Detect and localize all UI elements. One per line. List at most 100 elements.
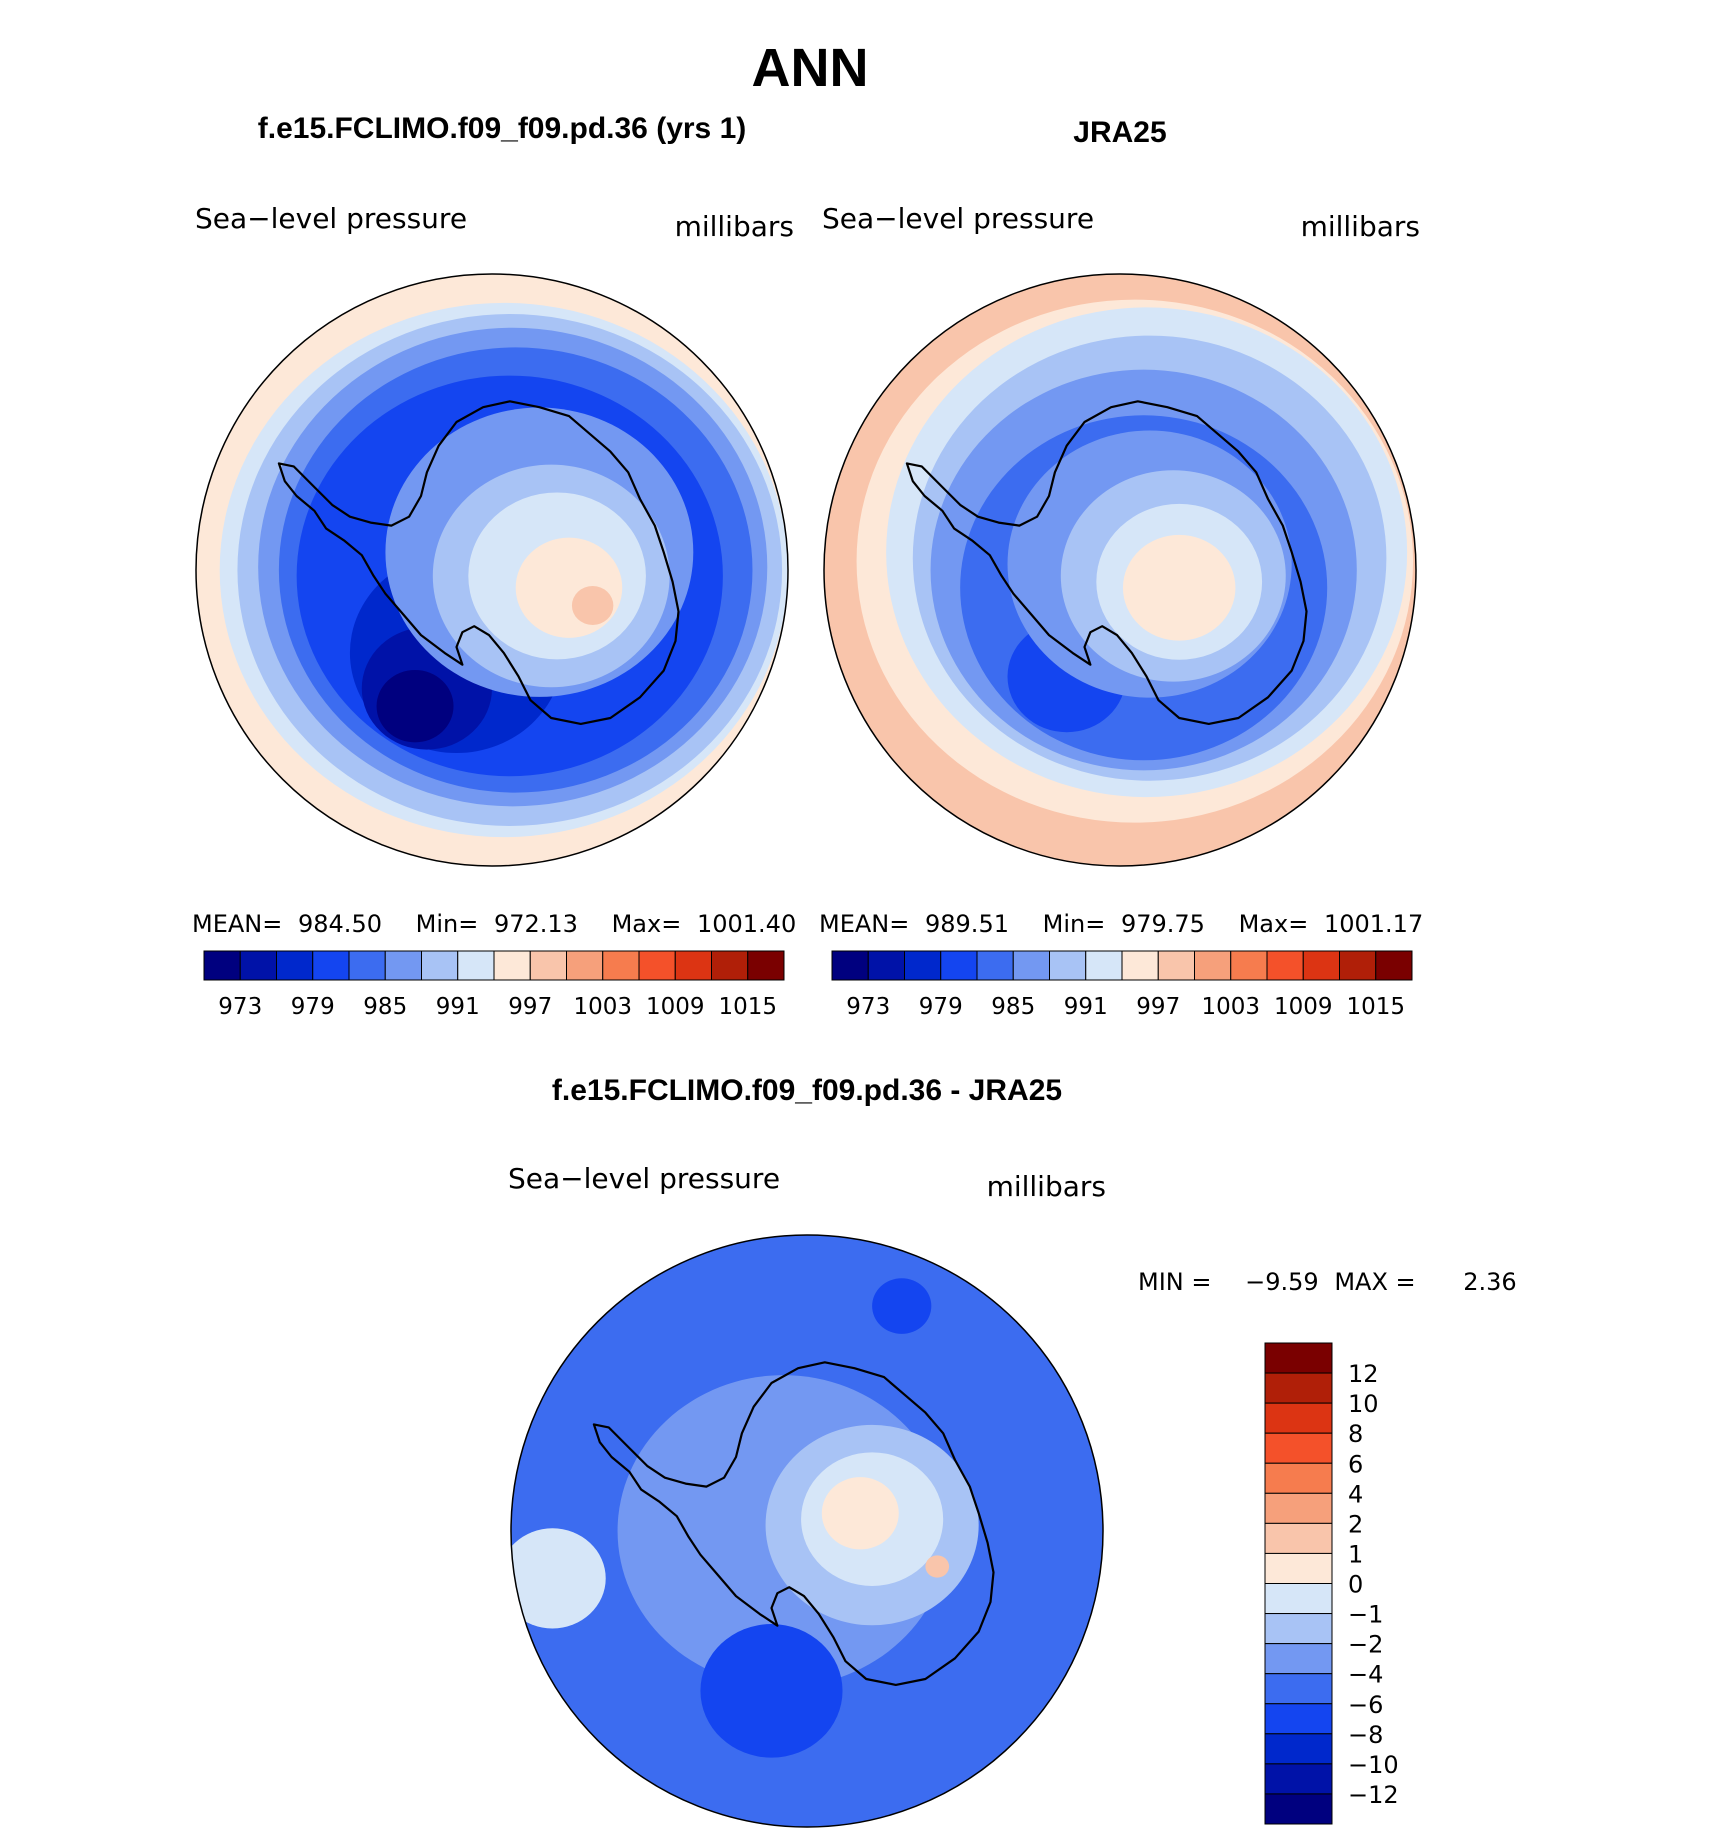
colorbar-box-diff-0: [1264, 1342, 1333, 1374]
stats-model: MEAN= 984.50 Min= 972.13 Max= 1001.40: [192, 910, 796, 938]
colorbar-box-diff-14: [1264, 1763, 1333, 1795]
colorbar-box-diff-3: [1264, 1432, 1333, 1464]
variable-label-model: Sea−level pressure: [195, 202, 467, 235]
units-label-model: millibars: [675, 210, 794, 243]
colorbar-tick-label-model-7: 1015: [718, 994, 777, 1020]
min-label-diff: MIN =: [1138, 1268, 1211, 1296]
min-value-diff: −9.59: [1245, 1268, 1319, 1296]
stats-diff: MIN = −9.59 MAX = 2.36: [1138, 1268, 1517, 1296]
colorbar-tick-label-diff-7: 0: [1348, 1571, 1363, 1599]
colorbar-box-obs-15: [1375, 950, 1413, 981]
colorbar-box-diff-15: [1264, 1793, 1333, 1825]
units-label-diff: millibars: [987, 1170, 1106, 1203]
colorbar-box-obs-11: [1230, 950, 1268, 981]
colorbar-box-obs-4: [976, 950, 1014, 981]
colorbar-box-obs-12: [1266, 950, 1304, 981]
colorbar-model: [203, 950, 785, 981]
coastline-model: [277, 400, 680, 726]
colorbar-tick-label-diff-2: 8: [1348, 1420, 1363, 1448]
colorbar-box-model-0: [203, 950, 241, 981]
panel-obs: JRA25 Sea−level pressure millibars MEAN=…: [819, 116, 1423, 1020]
colorbar-tick-label-diff-3: 6: [1348, 1450, 1363, 1478]
colorbar-box-diff-1: [1264, 1372, 1333, 1404]
colorbar-box-model-9: [529, 950, 567, 981]
polar-map-obs: [824, 274, 1416, 866]
colorbar-tick-label-diff-4: 4: [1348, 1480, 1363, 1508]
contour-level-obs-10: [1122, 534, 1236, 641]
min-value-obs: 979.75: [1121, 910, 1205, 938]
colorbar-box-diff-2: [1264, 1402, 1333, 1434]
max-label-obs: Max=: [1239, 910, 1309, 938]
colorbar-box-diff-4: [1264, 1462, 1333, 1494]
colorbar-tick-label-model-0: 973: [218, 994, 262, 1020]
colorbar-box-model-1: [239, 950, 277, 981]
colorbar-tick-label-model-6: 1009: [646, 994, 705, 1020]
colorbar-tick-label-diff-5: 2: [1348, 1510, 1363, 1538]
antarctica-coastline-obs: [905, 400, 1308, 726]
min-label-model: Min=: [416, 910, 479, 938]
colorbar-box-obs-0: [831, 950, 869, 981]
max-label-diff: MAX =: [1334, 1268, 1415, 1296]
colorbar-box-model-12: [638, 950, 676, 981]
antarctica-coastline-model: [277, 400, 680, 726]
colorbar-tick-label-model-4: 997: [508, 994, 552, 1020]
figure-title: ANN: [752, 38, 869, 98]
colorbar-box-obs-9: [1157, 950, 1195, 981]
colorbar-box-obs-7: [1085, 950, 1123, 981]
panel-model: f.e15.FCLIMO.f09_f09.pd.36 (yrs 1) Sea−l…: [192, 112, 796, 1020]
coastline-obs: [905, 400, 1308, 726]
colorbar-box-model-14: [711, 950, 749, 981]
colorbar-box-obs-14: [1339, 950, 1377, 981]
colorbar-box-obs-6: [1049, 950, 1087, 981]
mean-value-obs: 989.51: [925, 910, 1009, 938]
colorbar-box-diff-9: [1264, 1613, 1333, 1645]
stats-obs: MEAN= 989.51 Min= 979.75 Max= 1001.17: [819, 910, 1423, 938]
colorbar-tick-label-diff-8: −1: [1348, 1601, 1383, 1629]
colorbar-box-model-2: [276, 950, 314, 981]
panel-diff: f.e15.FCLIMO.f09_f09.pd.36 - JRA25 Sea−l…: [508, 1074, 1517, 1828]
mean-label-obs: MEAN=: [819, 910, 909, 938]
colorbar-box-model-8: [493, 950, 531, 981]
colorbar-box-model-15: [747, 950, 785, 981]
colorbar-tick-label-model-1: 979: [291, 994, 335, 1020]
colorbar-box-diff-11: [1264, 1673, 1333, 1705]
colorbar-tick-label-diff-10: −4: [1348, 1661, 1383, 1689]
variable-label-obs: Sea−level pressure: [822, 202, 1094, 235]
antarctica-coastline-diff: [592, 1361, 995, 1687]
colorbar-tick-label-obs-1: 979: [919, 994, 963, 1020]
contour-level-diff-1: [511, 1528, 606, 1629]
colorbar-tick-label-diff-12: −8: [1348, 1721, 1383, 1749]
colorbar-box-obs-3: [940, 950, 978, 981]
panel-title-obs: JRA25: [1073, 116, 1166, 149]
contour-level-model-13: [571, 586, 614, 625]
map-border-obs: [823, 273, 1417, 867]
colorbar-box-model-5: [384, 950, 422, 981]
mean-label-model: MEAN=: [192, 910, 282, 938]
contour-level-model-12: [515, 537, 623, 638]
colorbar-box-model-3: [312, 950, 350, 981]
contour-level-model-8: [376, 669, 454, 743]
colorbar-labels-obs: 973 979 985 991 997 1003 1009 1015: [846, 994, 1405, 1020]
contour-level-diff-3: [700, 1624, 843, 1758]
colorbar-tick-label-obs-3: 991: [1064, 994, 1108, 1020]
polar-map-diff: [511, 1235, 1103, 1827]
units-label-obs: millibars: [1301, 210, 1420, 243]
colorbar-box-model-11: [602, 950, 640, 981]
colorbar-tick-label-obs-2: 985: [991, 994, 1035, 1020]
polar-map-model: [196, 274, 788, 866]
colorbar-box-model-4: [348, 950, 386, 981]
max-value-diff: 2.36: [1463, 1268, 1516, 1296]
colorbar-tick-label-diff-0: 12: [1348, 1360, 1379, 1388]
colorbar-box-model-6: [421, 950, 459, 981]
colorbar-box-model-13: [674, 950, 712, 981]
colorbar-tick-label-diff-1: 10: [1348, 1390, 1379, 1418]
colorbar-box-diff-5: [1264, 1492, 1333, 1524]
max-label-model: Max=: [612, 910, 682, 938]
map-border-diff: [510, 1234, 1104, 1828]
max-value-model: 1001.40: [697, 910, 796, 938]
variable-label-diff: Sea−level pressure: [508, 1162, 780, 1195]
contour-level-diff-7: [821, 1477, 899, 1550]
colorbar-box-obs-5: [1012, 950, 1050, 981]
colorbar-labels-model: 973 979 985 991 997 1003 1009 1015: [218, 994, 777, 1020]
colorbar-box-obs-13: [1302, 950, 1340, 981]
